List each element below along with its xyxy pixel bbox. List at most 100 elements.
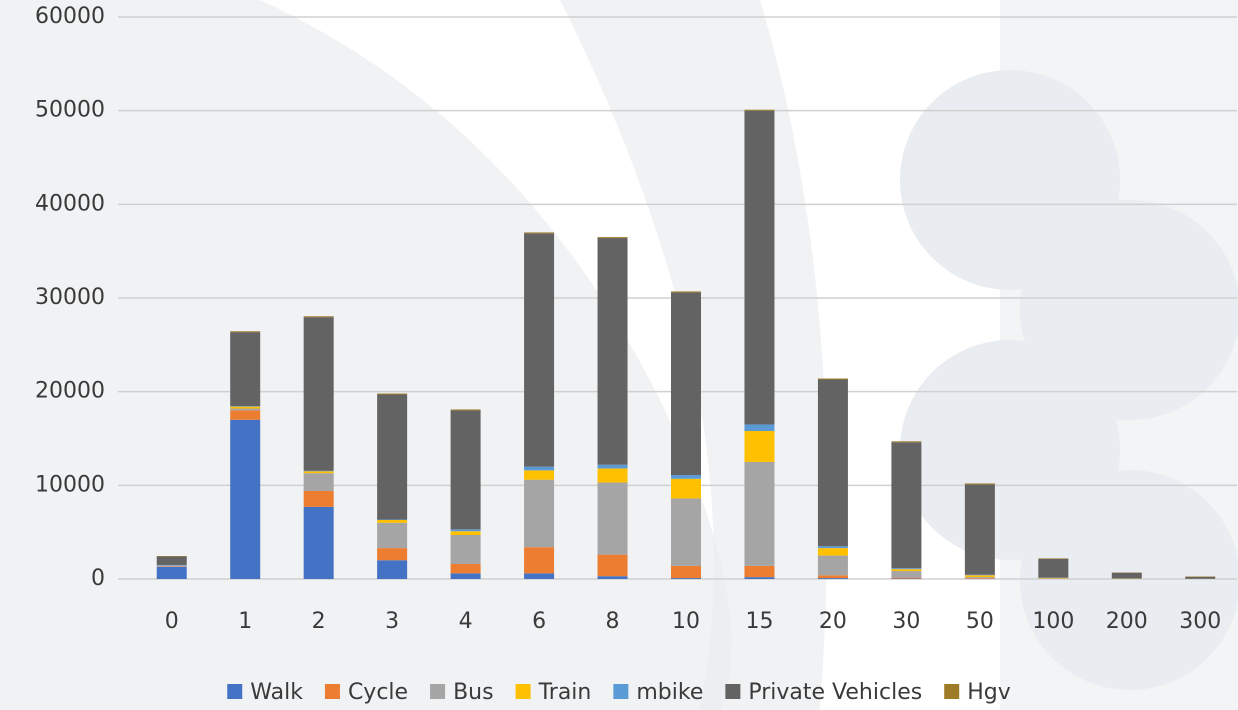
bar-segment [671, 291, 701, 292]
x-tick-label: 2 [312, 609, 326, 634]
bar-segment [230, 409, 260, 411]
legend-label: Bus [453, 680, 494, 705]
bar-segment [304, 317, 334, 471]
bar-segment [598, 483, 628, 555]
bar-segment [1112, 573, 1142, 579]
legend-swatch [944, 684, 959, 699]
bar-segment [598, 237, 628, 238]
x-tick-label: 4 [459, 609, 473, 634]
bar-segment [1038, 558, 1068, 559]
bar-segment [230, 410, 260, 419]
x-tick-label: 10 [672, 609, 700, 634]
bar-segment [818, 546, 848, 548]
bar-segment [965, 483, 995, 484]
bar-segment [598, 468, 628, 482]
bar-segment [304, 471, 334, 473]
y-tick-label: 60000 [35, 4, 105, 29]
legend-swatch [725, 684, 740, 699]
legend-swatch [613, 684, 628, 699]
y-tick-label: 20000 [35, 379, 105, 404]
bar-segment [744, 424, 774, 431]
bar-segment [377, 394, 407, 395]
x-tick-label: 0 [165, 609, 179, 634]
bar-segment [671, 475, 701, 479]
bar-segment [671, 498, 701, 565]
bar-segment [891, 568, 921, 569]
bar-segment [157, 567, 187, 579]
x-tick-label: 200 [1106, 609, 1148, 634]
bar-segment [965, 484, 995, 574]
bar-segment [377, 394, 407, 519]
legend-label: Train [538, 680, 592, 705]
x-tick-label: 1 [238, 609, 252, 634]
bar-segment [744, 111, 774, 425]
bar-segment [524, 480, 554, 547]
bar-segment [304, 473, 334, 491]
bar-segment [891, 569, 921, 571]
x-tick-label: 8 [606, 609, 620, 634]
bar-segment [524, 232, 554, 233]
bar-segment [818, 556, 848, 576]
bar-segment [157, 565, 187, 566]
bar-segment [451, 535, 481, 564]
bar-segment [671, 566, 701, 578]
y-tick-label: 40000 [35, 191, 105, 216]
bar-segment [818, 578, 848, 579]
bar-segment [671, 292, 701, 475]
bar-segment [524, 573, 554, 579]
bar-segment [524, 467, 554, 471]
bar-segment [451, 573, 481, 579]
bar-segment [1185, 577, 1215, 579]
bar-segment [451, 529, 481, 531]
bar-segment [524, 233, 554, 466]
x-tick-label: 30 [892, 609, 920, 634]
x-tick-label: 300 [1179, 609, 1221, 634]
legend-label: mbike [636, 680, 703, 705]
bar-segment [891, 578, 921, 579]
legend-swatch [227, 684, 242, 699]
x-tick-label: 3 [385, 609, 399, 634]
bar-segment [744, 462, 774, 566]
bar-segment [451, 409, 481, 410]
bar-segment [230, 331, 260, 332]
bar-segment [230, 332, 260, 406]
bar-segment [671, 578, 701, 579]
bar-segment [744, 566, 774, 577]
legend-swatch [516, 684, 531, 699]
legend-label: Private Vehicles [748, 680, 922, 705]
bar-segment [304, 316, 334, 317]
bar-segment [157, 557, 187, 565]
bar-segment [744, 431, 774, 462]
bar-segment [598, 555, 628, 577]
bar-segment [524, 470, 554, 479]
bar-segment [230, 407, 260, 409]
bar-segment [377, 560, 407, 579]
legend-label: Hgv [967, 680, 1011, 705]
legend-label: Cycle [348, 680, 408, 705]
bar-segment [598, 576, 628, 579]
y-tick-label: 0 [91, 566, 105, 591]
y-tick-label: 30000 [35, 285, 105, 310]
bar-segment [377, 523, 407, 548]
bar-segment [818, 548, 848, 555]
bar-segment [891, 442, 921, 568]
y-tick-label: 50000 [35, 98, 105, 123]
x-tick-label: 20 [819, 609, 847, 634]
x-tick-label: 50 [966, 609, 994, 634]
bar-segment [965, 575, 995, 577]
y-tick-label: 10000 [35, 472, 105, 497]
bar-segment [1038, 559, 1068, 578]
bar-segment [304, 507, 334, 579]
bar-segment [377, 548, 407, 560]
bar-segment [451, 564, 481, 573]
x-tick-label: 100 [1032, 609, 1074, 634]
bar-segment [304, 491, 334, 507]
chart: 0100002000030000400005000060000012346810… [0, 0, 1238, 710]
bar-segment [965, 577, 995, 578]
bar-segment [818, 379, 848, 546]
x-tick-label: 15 [745, 609, 773, 634]
bar-segment [744, 577, 774, 579]
bar-segment [524, 547, 554, 573]
bar-segment [891, 571, 921, 578]
legend-label: Walk [250, 680, 303, 705]
